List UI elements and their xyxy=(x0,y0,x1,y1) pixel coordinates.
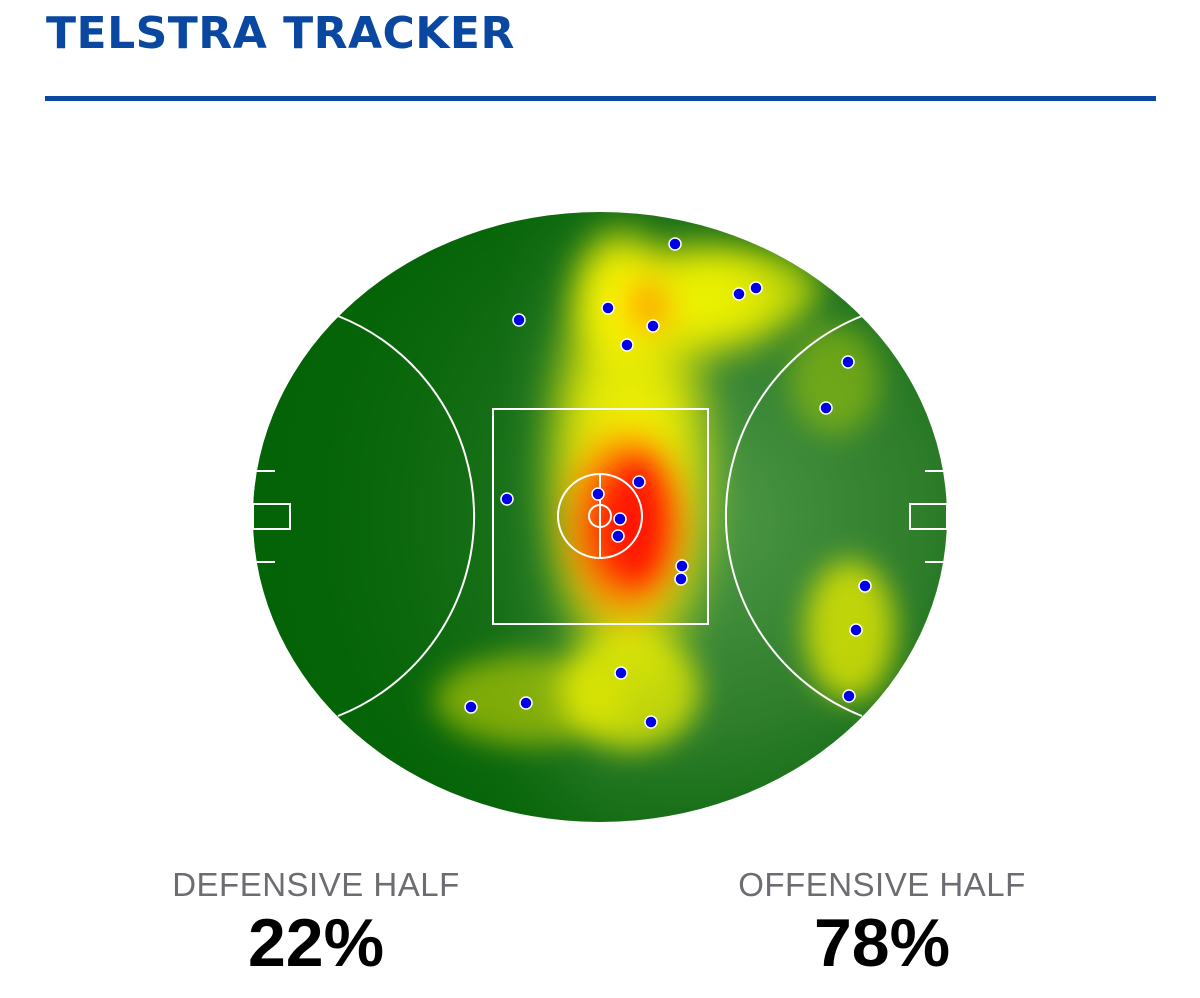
right-goal-square xyxy=(909,503,948,530)
marker-layer xyxy=(464,237,872,729)
possession-marker xyxy=(464,700,478,714)
title-divider xyxy=(45,96,1156,101)
possession-marker xyxy=(591,487,605,501)
centre-square xyxy=(492,408,709,625)
possession-marker xyxy=(841,355,855,369)
heat-layer xyxy=(253,212,947,822)
possession-marker xyxy=(614,666,628,680)
possession-marker xyxy=(668,237,682,251)
left-goal-square xyxy=(252,503,291,530)
field-lines xyxy=(252,315,948,717)
possession-marker xyxy=(620,338,634,352)
possession-marker xyxy=(675,559,689,573)
possession-marker xyxy=(512,313,526,327)
possession-marker xyxy=(519,696,533,710)
possession-marker xyxy=(732,287,746,301)
possession-marker xyxy=(601,301,615,315)
possession-marker xyxy=(842,689,856,703)
possession-marker xyxy=(858,579,872,593)
possession-marker xyxy=(632,475,646,489)
possession-marker xyxy=(749,281,763,295)
possession-marker xyxy=(819,401,833,415)
possession-marker xyxy=(644,715,658,729)
possession-marker xyxy=(500,492,514,506)
possession-marker xyxy=(849,623,863,637)
left-50m-arc xyxy=(337,315,476,717)
defensive-half-label: DEFENSIVE HALF xyxy=(172,866,460,903)
possession-marker xyxy=(611,529,625,543)
page-title: TELSTRA TRACKER xyxy=(46,8,515,59)
possession-marker xyxy=(646,319,660,333)
offensive-half-label: OFFENSIVE HALF xyxy=(738,866,1026,903)
possession-marker xyxy=(613,512,627,526)
offensive-half-value: 78% xyxy=(813,905,951,981)
defensive-half-value: 22% xyxy=(247,905,385,981)
possession-marker xyxy=(674,572,688,586)
right-50m-arc xyxy=(724,315,863,717)
